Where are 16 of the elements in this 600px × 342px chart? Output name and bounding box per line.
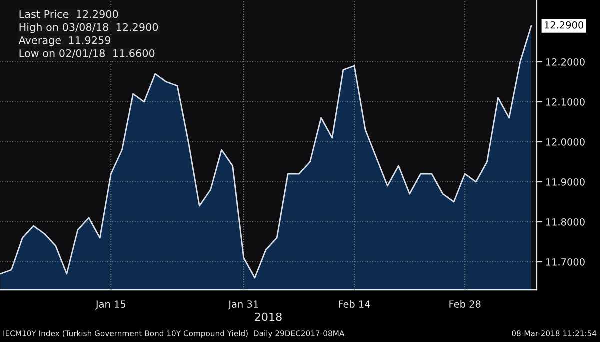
y-tick-label: 12.2000 (546, 58, 585, 66)
annotation: Average 11.9259 (18, 36, 111, 46)
y-tick-label: 11.7000 (546, 258, 585, 266)
x-tick-label: Feb 14 (339, 300, 370, 308)
y-tick-label: 11.8000 (546, 218, 585, 226)
annotation: Low on 02/01/18 11.6600 (20, 49, 155, 58)
y-tick-label: 12.0000 (546, 138, 585, 146)
x-axis-title: 2018 (255, 312, 282, 322)
x-tick-label: Jan 15 (95, 300, 126, 310)
annotation: Last Price 12.2900 (20, 10, 118, 18)
x-tick-label: Jan 31 (228, 300, 258, 310)
annotation: High on 03/08/18 12.2900 (20, 23, 158, 34)
y-tick-label: 12.1000 (546, 98, 585, 106)
y-tick-label: 11.9000 (546, 178, 585, 186)
text: 12.2900 (545, 21, 584, 29)
x-tick-label: Feb 28 (450, 300, 481, 308)
